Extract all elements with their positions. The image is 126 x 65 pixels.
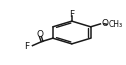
Text: O: O xyxy=(102,19,109,28)
Text: O: O xyxy=(37,30,44,39)
Text: F: F xyxy=(69,10,74,19)
Text: F: F xyxy=(24,42,29,51)
Text: CH₃: CH₃ xyxy=(108,20,122,29)
